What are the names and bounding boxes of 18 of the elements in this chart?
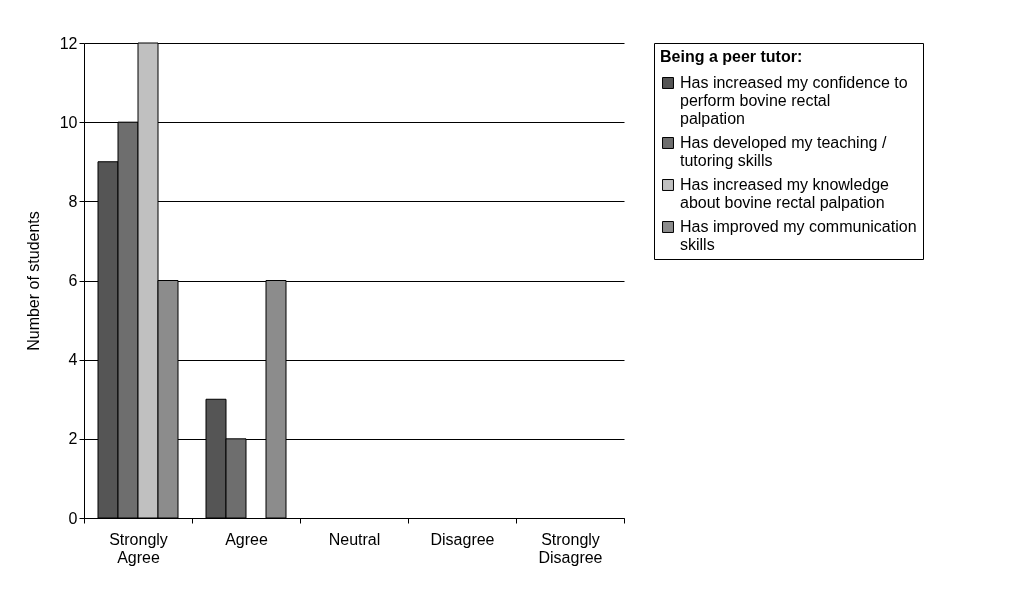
legend-title: Being a peer tutor: [660, 48, 803, 65]
y-tick-label: 0 [68, 509, 78, 527]
y-tick-label: 10 [59, 113, 78, 131]
x-tick-label: Agree [225, 530, 268, 548]
x-tick-label: Disagree [430, 530, 495, 548]
legend-label: Has developed my teaching / tutoring skills [680, 134, 887, 169]
y-tick-label: 12 [59, 34, 78, 52]
x-tick-label: Neutral [328, 530, 381, 548]
legend-label: Has increased my confidence to perform bovine rectal palpation [680, 74, 908, 127]
y-tick-label: 8 [68, 192, 78, 210]
x-tick-label: Strongly Agree [109, 530, 168, 566]
y-axis-title: Number of students [24, 211, 42, 351]
y-tick-label: 4 [68, 351, 78, 369]
x-tick-label: Strongly Disagree [538, 530, 603, 566]
legend-label: Has improved my communication skills [680, 218, 917, 253]
legend-label: Has increased my knowledge about bovine rectal palpation [680, 176, 890, 211]
y-tick-label: 2 [68, 430, 78, 448]
y-tick-label: 6 [68, 272, 78, 289]
